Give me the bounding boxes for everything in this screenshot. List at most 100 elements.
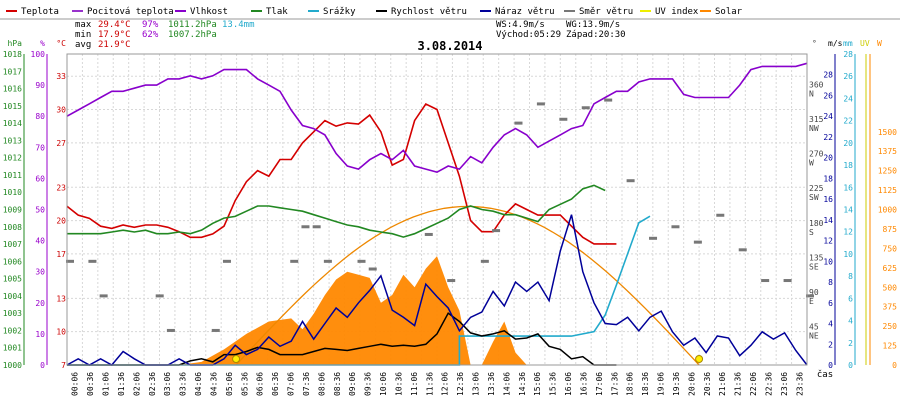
pct-tick-0: 0 bbox=[40, 361, 45, 370]
legend-label-2: Vlhkost bbox=[190, 7, 228, 17]
x-tick-38: 19:06 bbox=[657, 372, 666, 396]
wind-dir-mark-23 bbox=[649, 236, 658, 240]
ms-tick-2: 4 bbox=[828, 320, 833, 329]
wind-dir-mark-7 bbox=[290, 259, 299, 263]
mm-tick-11: 22 bbox=[843, 117, 853, 126]
x-axis-label: čas bbox=[817, 369, 833, 380]
dir-compass-4: SW bbox=[809, 193, 819, 202]
pct-tick-7: 70 bbox=[35, 143, 45, 152]
wind-dir-mark-10 bbox=[323, 259, 332, 263]
x-tick-45: 22:36 bbox=[764, 372, 773, 396]
pct-tick-4: 40 bbox=[35, 237, 45, 246]
pct-tick-8: 80 bbox=[35, 112, 45, 121]
hpa-tick-14: 1014 bbox=[3, 119, 22, 128]
hpa-tick-0: 1000 bbox=[3, 361, 22, 370]
x-tick-3: 01:36 bbox=[117, 372, 126, 396]
x-tick-27: 13:36 bbox=[487, 372, 496, 396]
ms-tick-6: 12 bbox=[823, 237, 833, 246]
ms-tick-9: 18 bbox=[823, 174, 833, 183]
x-tick-21: 10:36 bbox=[394, 372, 403, 396]
stat-wind-speed: WS:4.9m/s bbox=[496, 20, 545, 30]
ms-tick-3: 6 bbox=[828, 299, 833, 308]
mm-tick-5: 10 bbox=[843, 250, 853, 259]
ms-tick-0: 0 bbox=[828, 361, 833, 370]
pct-tick-10: 100 bbox=[31, 50, 46, 59]
ms-tick-5: 10 bbox=[823, 257, 833, 266]
x-tick-19: 09:36 bbox=[364, 372, 373, 396]
legend-label-6: Náraz větru bbox=[495, 7, 555, 17]
x-tick-34: 17:06 bbox=[595, 372, 604, 396]
hpa-tick-2: 1002 bbox=[3, 326, 22, 335]
ms-tick-8: 16 bbox=[823, 195, 833, 204]
wind-dir-mark-8 bbox=[301, 225, 310, 229]
stat-avg-temp: 21.9°C bbox=[98, 40, 131, 50]
series-line-2 bbox=[67, 184, 606, 238]
wind-dir-mark-22 bbox=[626, 179, 635, 183]
uv-axis-label: UV bbox=[860, 39, 870, 48]
hpa-tick-5: 1005 bbox=[3, 275, 22, 284]
legend-label-3: Tlak bbox=[266, 7, 288, 17]
dir-tick-7: 360 bbox=[809, 81, 824, 90]
degc-tick-7: 30 bbox=[56, 106, 66, 115]
pct-tick-3: 30 bbox=[35, 268, 45, 277]
x-tick-5: 02:36 bbox=[148, 372, 157, 396]
mm-tick-7: 14 bbox=[843, 206, 853, 215]
w-tick-8: 1000 bbox=[878, 206, 897, 215]
x-tick-33: 16:36 bbox=[579, 372, 588, 396]
stat-max-hum: 97% bbox=[142, 20, 159, 30]
ms-tick-12: 24 bbox=[823, 112, 833, 121]
dir-tick-0: 45 bbox=[809, 322, 819, 331]
x-tick-32: 16:06 bbox=[564, 372, 573, 396]
stat-min-label: min bbox=[75, 30, 91, 40]
w-tick-11: 1375 bbox=[878, 147, 897, 156]
wind-dir-mark-21 bbox=[604, 98, 613, 102]
series-line-0 bbox=[66, 102, 617, 245]
w-tick-0: 0 bbox=[892, 361, 897, 370]
x-tick-23: 11:36 bbox=[425, 372, 434, 396]
ms-tick-11: 22 bbox=[823, 133, 833, 142]
wind-dir-mark-1 bbox=[88, 259, 97, 263]
pct-tick-9: 90 bbox=[35, 81, 45, 90]
dir-compass-0: NE bbox=[809, 331, 819, 340]
solar-area bbox=[67, 256, 740, 365]
x-tick-15: 07:36 bbox=[302, 372, 311, 396]
wind-dir-mark-3 bbox=[155, 294, 164, 298]
ms-axis-label: m/s bbox=[828, 39, 843, 48]
legend-label-8: UV index bbox=[655, 7, 699, 17]
pct-axis-label: % bbox=[40, 39, 45, 48]
hpa-tick-15: 1015 bbox=[3, 102, 22, 111]
x-tick-6: 03:06 bbox=[163, 372, 172, 396]
mm-tick-6: 12 bbox=[843, 228, 853, 237]
mm-tick-0: 0 bbox=[848, 361, 853, 370]
wind-dir-mark-17 bbox=[514, 121, 523, 125]
x-tick-30: 15:06 bbox=[533, 372, 542, 396]
stat-min-press: 1007.2hPa bbox=[168, 30, 217, 40]
w-tick-2: 250 bbox=[883, 322, 898, 331]
stat-avg-label: avg bbox=[75, 40, 91, 50]
hpa-tick-18: 1018 bbox=[3, 50, 22, 59]
dir-tick-2: 135 bbox=[809, 253, 824, 262]
stat-max-label: max bbox=[75, 20, 92, 30]
ms-tick-4: 8 bbox=[828, 278, 833, 287]
dir-tick-3: 180 bbox=[809, 219, 824, 228]
x-tick-10: 05:06 bbox=[225, 372, 234, 396]
wind-dir-mark-9 bbox=[312, 225, 321, 229]
mm-tick-2: 4 bbox=[848, 317, 853, 326]
ms-tick-14: 28 bbox=[823, 71, 833, 80]
wind-dir-mark-4 bbox=[166, 328, 175, 332]
legend-label-7: Směr větru bbox=[579, 7, 633, 17]
ms-tick-13: 26 bbox=[823, 91, 833, 100]
x-tick-46: 23:06 bbox=[780, 372, 789, 396]
hpa-tick-1: 1001 bbox=[3, 344, 22, 353]
wind-dir-mark-29 bbox=[783, 279, 792, 283]
x-tick-40: 20:06 bbox=[687, 372, 696, 396]
ms-tick-7: 14 bbox=[823, 216, 833, 225]
w-tick-12: 1500 bbox=[878, 128, 897, 137]
x-tick-42: 21:06 bbox=[718, 372, 727, 396]
x-tick-41: 20:36 bbox=[703, 372, 712, 396]
pct-tick-6: 60 bbox=[35, 174, 45, 183]
legend-label-1: Pocitová teplota bbox=[87, 7, 174, 17]
sunrise-marker bbox=[232, 355, 241, 363]
sunset-marker bbox=[695, 355, 704, 363]
